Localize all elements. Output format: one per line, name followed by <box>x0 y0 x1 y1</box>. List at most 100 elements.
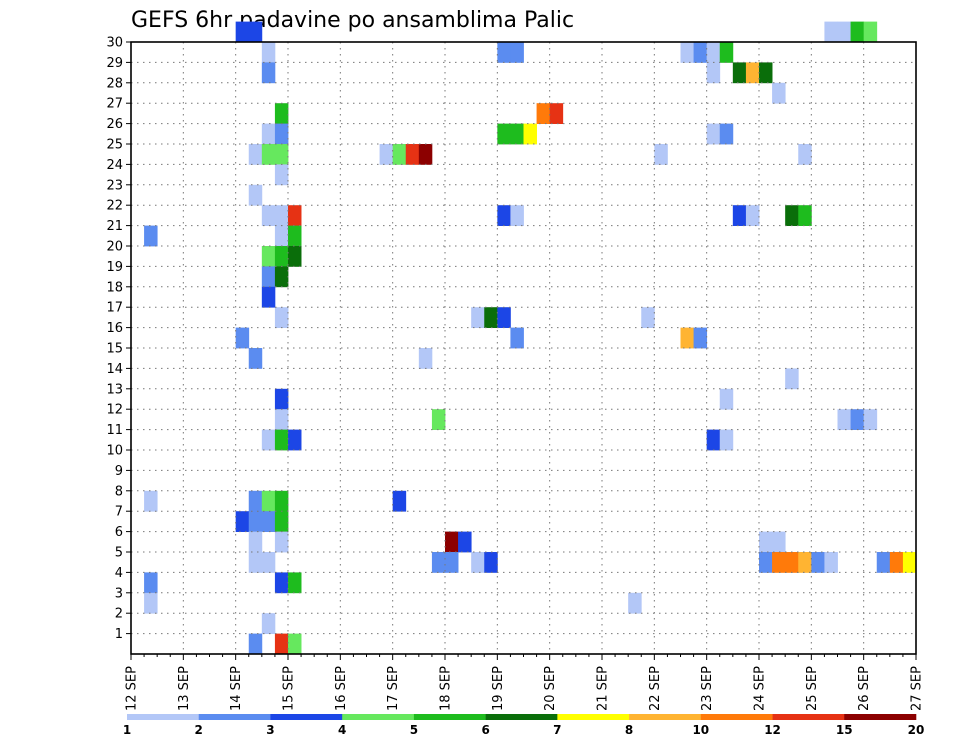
heatmap-cell <box>274 103 289 124</box>
heatmap-cell <box>811 552 825 573</box>
x-tick-label: 15 SEP <box>282 666 297 711</box>
colorbar-segment <box>844 714 917 720</box>
heatmap-cell <box>798 552 812 573</box>
heatmap-cell <box>288 572 302 594</box>
heatmap-cell <box>261 429 276 451</box>
heatmap-cell <box>274 531 289 553</box>
x-tick-label: 12 SEP <box>125 666 140 711</box>
heatmap-cell <box>274 164 289 186</box>
y-tick-label: 12 <box>106 403 123 418</box>
heatmap-cell <box>445 531 459 553</box>
y-tick-label: 18 <box>106 280 123 295</box>
heatmap-cell <box>431 552 446 573</box>
y-tick-label: 2 <box>115 607 123 622</box>
x-tick-label: 17 SEP <box>386 666 401 711</box>
x-axis: 12 SEP 13 SEP 14 SEP 15 SEP 16 SEP 17 SEP 18 S… <box>125 654 925 711</box>
y-tick-label: 20 <box>106 240 123 255</box>
heatmap-cell <box>745 205 760 226</box>
heatmap-cell <box>261 246 276 267</box>
colorbar-label: 1 <box>123 723 131 737</box>
heatmap-cell <box>510 123 524 145</box>
colorbar-segment <box>629 714 702 720</box>
colorbar-label: 12 <box>764 723 781 737</box>
heatmap-cell <box>902 552 917 573</box>
colorbar-label: 20 <box>908 723 925 737</box>
heatmap-cell <box>274 572 289 594</box>
heatmap-cell <box>863 409 878 430</box>
heatmap-cell <box>274 266 289 288</box>
heatmap-cell <box>261 286 276 308</box>
chart-title: GEFS 6hr padavine po ansamblima Palic <box>131 8 574 33</box>
y-tick-label: 6 <box>115 525 123 540</box>
heatmap-cell <box>484 307 498 328</box>
heatmap-cell <box>536 103 551 124</box>
heatmap-cell <box>235 511 250 532</box>
heatmap-cell <box>628 592 642 614</box>
colorbar-segment <box>270 714 343 720</box>
heatmap-cell <box>785 552 799 573</box>
colorbar-segment <box>485 714 558 720</box>
y-tick-label: 30 <box>106 36 123 51</box>
heatmap-cell <box>431 409 446 430</box>
colorbar: 1 2 3 4 5 6 7 8 10 12 15 20 <box>123 714 925 737</box>
heatmap-cell <box>824 21 838 43</box>
heatmap-cell <box>274 511 289 532</box>
heatmap-cell <box>523 123 537 145</box>
y-tick-label: 16 <box>106 321 123 336</box>
heatmap-cell <box>418 144 433 165</box>
colorbar-segment <box>700 714 773 720</box>
heatmap-cell <box>785 205 799 226</box>
y-tick-label: 28 <box>106 76 123 91</box>
colorbar-label: 3 <box>266 723 274 737</box>
y-tick-label: 26 <box>106 117 123 132</box>
y-tick-label: 7 <box>115 505 123 520</box>
heatmap-cell <box>274 144 289 165</box>
colorbar-label: 10 <box>692 723 709 737</box>
heatmap-cell <box>144 490 158 512</box>
heatmap-cell <box>418 348 433 369</box>
heatmap-cell <box>261 552 276 573</box>
heatmap-cell <box>248 511 263 532</box>
heatmap-cell <box>706 123 721 145</box>
heatmap-cell <box>732 62 747 84</box>
heatmap-cell <box>144 225 158 247</box>
x-tick-label: 14 SEP <box>229 666 244 711</box>
colorbar-label: 5 <box>410 723 418 737</box>
heatmap-cell <box>445 552 459 573</box>
heatmap-cell <box>379 144 394 165</box>
x-tick-label: 24 SEP <box>753 666 768 711</box>
heatmap-cell <box>837 409 851 430</box>
heatmap-cell <box>719 123 734 145</box>
heatmap-cells <box>144 21 917 655</box>
y-tick-label: 21 <box>106 219 123 234</box>
y-tick-label: 29 <box>106 56 123 71</box>
x-tick-label: 13 SEP <box>177 666 192 711</box>
heatmap-cell <box>274 409 289 430</box>
heatmap-cell <box>759 552 773 573</box>
heatmap-cell <box>274 633 289 655</box>
x-tick-label: 21 SEP <box>596 666 611 711</box>
heatmap-cell <box>798 144 812 165</box>
heatmap-cell <box>497 42 511 63</box>
heatmap-cell <box>248 184 263 206</box>
colorbar-segment <box>413 714 486 720</box>
heatmap-cell <box>274 225 289 247</box>
heatmap-cell <box>248 531 263 553</box>
colorbar-segment <box>557 714 630 720</box>
heatmap-cell <box>497 123 511 145</box>
heatmap-cell <box>706 62 721 84</box>
x-tick-label: 26 SEP <box>857 666 872 711</box>
y-tick-label: 5 <box>115 546 123 561</box>
y-tick-label: 3 <box>115 586 123 601</box>
heatmap-cell <box>693 42 708 63</box>
heatmap-cell <box>261 144 276 165</box>
x-tick-label: 23 SEP <box>700 666 715 711</box>
heatmap-cell <box>719 429 734 451</box>
colorbar-segment <box>342 714 415 720</box>
y-tick-label: 24 <box>106 158 123 173</box>
colorbar-label: 8 <box>625 723 633 737</box>
y-tick-label: 17 <box>106 301 123 316</box>
y-tick-label: 4 <box>115 566 123 581</box>
heatmap-cell <box>248 552 263 573</box>
heatmap-cell <box>261 62 276 84</box>
